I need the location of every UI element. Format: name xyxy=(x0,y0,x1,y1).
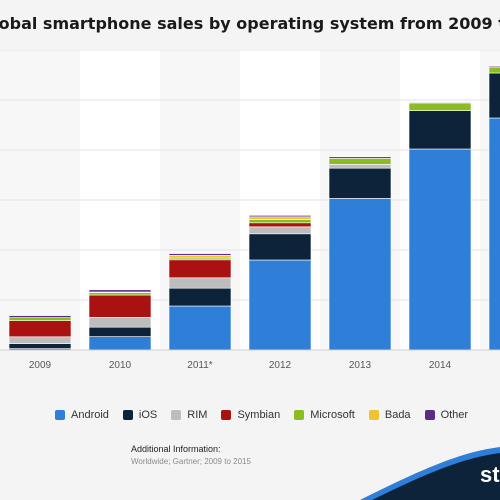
legend-label: Android xyxy=(71,409,109,421)
bar-segment-other[interactable] xyxy=(88,289,152,293)
brand-logo: sta xyxy=(480,462,500,487)
legend-item-other[interactable]: Other xyxy=(424,409,469,421)
legend-item-symbian[interactable]: Symbian xyxy=(221,409,280,421)
bar-segment-other[interactable] xyxy=(248,215,312,218)
x-tick-label: 2012 xyxy=(269,360,292,371)
x-tick-label: 2009 xyxy=(29,360,52,371)
bar-segment-other[interactable] xyxy=(168,253,232,256)
legend-swatch xyxy=(122,410,133,420)
legend-swatch xyxy=(294,410,305,420)
legend-swatch xyxy=(171,410,182,420)
bar-segment-android[interactable] xyxy=(328,198,392,351)
bar-segment-other[interactable] xyxy=(488,65,500,68)
x-tick-label: 2014 xyxy=(429,360,452,371)
bar-segment-other[interactable] xyxy=(328,156,392,159)
legend-item-microsoft[interactable]: Microsoft xyxy=(294,409,355,421)
bar-segment-other[interactable] xyxy=(408,102,472,104)
bar-segment-ios[interactable] xyxy=(488,72,500,119)
bar-segment-ios[interactable] xyxy=(408,110,472,150)
legend-item-rim[interactable]: RIM xyxy=(171,409,207,421)
legend-label: Symbian xyxy=(237,409,281,421)
bar-segment-ios[interactable] xyxy=(248,233,312,261)
bar-segment-android[interactable] xyxy=(408,148,472,351)
legend-label: Microsoft xyxy=(310,409,355,421)
legend-label: iOS xyxy=(138,409,158,421)
legend-label: Bada xyxy=(384,409,411,421)
bar-segment-other[interactable] xyxy=(8,315,72,318)
legend-swatch xyxy=(55,410,65,420)
bar-segment-microsoft[interactable] xyxy=(488,66,500,74)
bar-segment-ios[interactable] xyxy=(328,167,392,199)
legend-item-ios[interactable]: iOS xyxy=(122,409,158,421)
legend-swatch xyxy=(221,410,232,420)
legend-label: Other xyxy=(440,409,469,421)
chart-legend: Android iOS RIM Symbian Microsoft Bada Other xyxy=(55,406,475,424)
legend-label: RIM xyxy=(187,409,208,421)
chart-title: Global smartphone sales by operating sys… xyxy=(0,14,500,38)
x-tick-label: 2010 xyxy=(109,360,132,371)
x-tick-label: 2013 xyxy=(349,360,372,371)
additional-info-title: Additional Information: xyxy=(131,444,221,454)
chart-title-text: Global smartphone sales by operating sys… xyxy=(0,14,500,33)
x-tick-label: 2011* xyxy=(187,360,213,371)
legend-item-android[interactable]: Android xyxy=(55,409,109,421)
legend-item-bada[interactable]: Bada xyxy=(368,409,411,421)
legend-swatch xyxy=(424,410,435,420)
legend-swatch xyxy=(368,410,379,420)
bar-segment-android[interactable] xyxy=(488,117,500,351)
additional-info-text: Worldwide; Gartner; 2009 to 2015 xyxy=(131,457,251,466)
